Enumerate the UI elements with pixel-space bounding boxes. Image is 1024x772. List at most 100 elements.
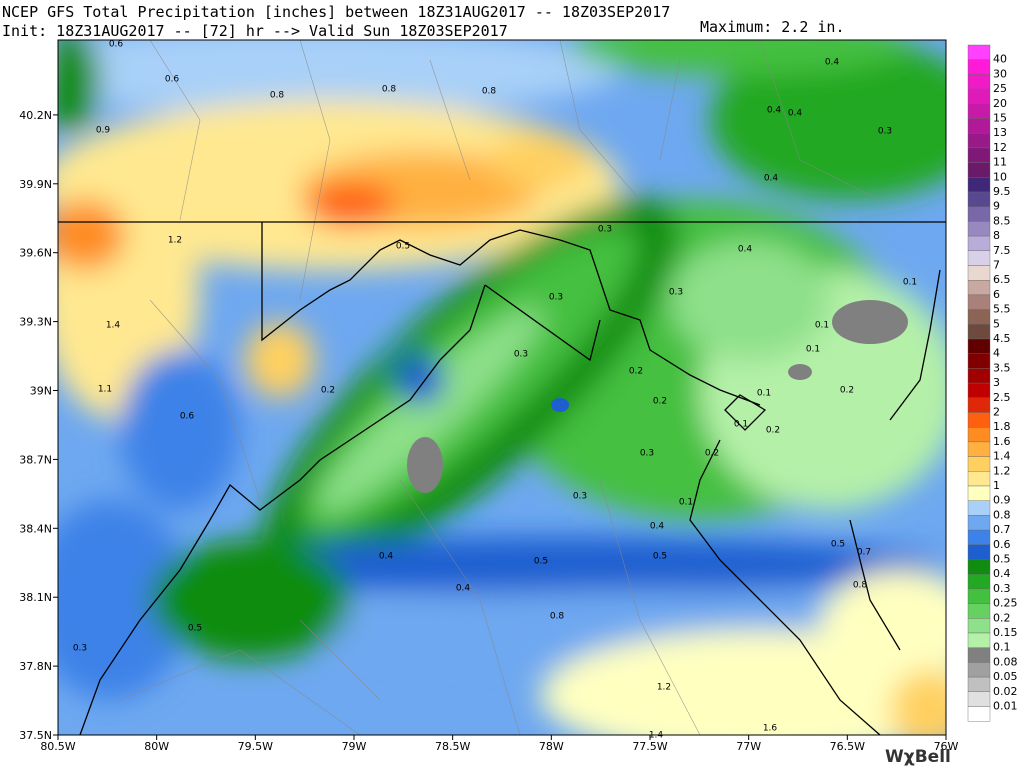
contour-label: 0.8 <box>382 85 397 95</box>
colorbar-box <box>967 456 991 472</box>
contour-label: 0.2 <box>705 449 719 459</box>
colorbar-label: 0.9 <box>993 494 1011 507</box>
colorbar-box <box>967 103 991 119</box>
colorbar-box <box>967 324 991 340</box>
contour-label: 0.4 <box>456 584 471 594</box>
contour-label: 0.8 <box>550 612 565 622</box>
contour-label: 0.2 <box>766 426 780 436</box>
colorbar-label: 8.5 <box>993 214 1011 227</box>
contour-label: 1.4 <box>649 731 664 741</box>
colorbar-box <box>967 500 991 516</box>
colorbar-label: 7 <box>993 259 1000 272</box>
colorbar-box <box>967 603 991 619</box>
colorbar-label: 13 <box>993 126 1007 139</box>
colorbar-label: 0.08 <box>993 655 1018 668</box>
colorbar-label: 1.4 <box>993 450 1011 463</box>
contour-label: 0.3 <box>573 492 587 502</box>
colorbar-label: 0.05 <box>993 670 1018 683</box>
lat-label: 38.1N <box>19 591 52 604</box>
colorbar-label: 0.3 <box>993 582 1011 595</box>
colorbar-box <box>967 485 991 501</box>
colorbar-label: 5 <box>993 317 1000 330</box>
colorbar-box <box>967 544 991 560</box>
colorbar-box <box>967 280 991 296</box>
colorbar-box <box>967 397 991 413</box>
contour-label: 0.4 <box>788 109 803 119</box>
lat-label: 37.8N <box>19 660 52 673</box>
colorbar-label: 25 <box>993 82 1007 95</box>
colorbar-label: 0.1 <box>993 641 1011 654</box>
colorbar-label: 8 <box>993 229 1000 242</box>
contour-label: 0.4 <box>650 522 665 532</box>
lon-label: 79.5W <box>238 740 273 753</box>
colorbar-box <box>967 441 991 457</box>
contour-label: 0.2 <box>653 397 667 407</box>
contour-label: 0.2 <box>629 367 643 377</box>
contour-label: 0.6 <box>180 412 195 422</box>
contour-label: 0.7 <box>857 548 871 558</box>
title: NCEP GFS Total Precipitation [inches] be… <box>2 3 670 21</box>
lat-label: 37.5N <box>19 729 52 742</box>
contour-label: 0.6 <box>109 40 124 50</box>
colorbar-label: 4 <box>993 347 1000 360</box>
colorbar-label: 12 <box>993 141 1007 154</box>
colorbar-label: 1.2 <box>993 464 1011 477</box>
lat-label: 39.9N <box>19 178 52 191</box>
colorbar-label: 0.8 <box>993 508 1011 521</box>
colorbar-box <box>967 294 991 310</box>
map-field <box>58 40 946 735</box>
lon-label: 78.5W <box>435 740 470 753</box>
colorbar-label: 2.5 <box>993 391 1011 404</box>
colorbar-box <box>967 162 991 178</box>
colorbar-label: 0.4 <box>993 567 1011 580</box>
contour-label: 0.4 <box>379 552 394 562</box>
colorbar-box <box>967 691 991 707</box>
colorbar-label: 0.15 <box>993 626 1018 639</box>
lat-label: 38.7N <box>19 453 52 466</box>
contour-label: 0.5 <box>831 540 845 550</box>
colorbar-box <box>967 147 991 163</box>
map-frame <box>57 39 947 736</box>
contour-label: 1.2 <box>168 236 182 246</box>
colorbar-box <box>967 632 991 648</box>
contour-label: 0.3 <box>73 644 87 654</box>
contour-label: 0.3 <box>669 288 683 298</box>
colorbar-label: 40 <box>993 53 1007 66</box>
contour-label: 0.5 <box>188 624 202 634</box>
contour-label: 0.5 <box>653 552 667 562</box>
contour-label: 0.1 <box>757 389 771 399</box>
contour-label: 0.5 <box>534 557 548 567</box>
logo: WχBell <box>885 747 951 767</box>
colorbar-label: 2 <box>993 406 1000 419</box>
contour-label: 1.6 <box>763 724 778 734</box>
colorbar-box <box>967 574 991 590</box>
lat-label: 40.2N <box>19 109 52 122</box>
contour-label: 0.3 <box>640 449 654 459</box>
contour-label: 1.2 <box>657 683 671 693</box>
colorbar-box <box>967 235 991 252</box>
lat-label: 38.4N <box>19 522 52 535</box>
lon-label: 80.5W <box>40 740 75 753</box>
contour-label: 0.2 <box>840 386 854 396</box>
colorbar-label: 6 <box>993 288 1000 301</box>
colorbar-box <box>967 118 991 134</box>
contour-label: 0.1 <box>815 321 829 331</box>
colorbar-label: 5.5 <box>993 303 1011 316</box>
colorbar-box <box>967 647 991 663</box>
contour-label: 0.1 <box>903 278 917 288</box>
contour-label: 0.1 <box>806 345 820 355</box>
contour-label: 0.6 <box>165 75 180 85</box>
colorbar-box <box>967 309 991 325</box>
colorbar-box <box>967 206 991 222</box>
colorbar-box <box>967 353 991 369</box>
lat-label: 39.6N <box>19 247 52 260</box>
contour-label: 0.3 <box>598 225 612 235</box>
colorbar-label: 1.6 <box>993 435 1011 448</box>
contour-label: 1.1 <box>98 385 112 395</box>
colorbar-label: 1 <box>993 479 1000 492</box>
colorbar-box <box>967 177 991 193</box>
contour-label: 0.1 <box>734 420 748 430</box>
colorbar-box <box>967 338 991 354</box>
contour-label: 0.8 <box>853 581 868 591</box>
colorbar-box <box>967 676 991 692</box>
